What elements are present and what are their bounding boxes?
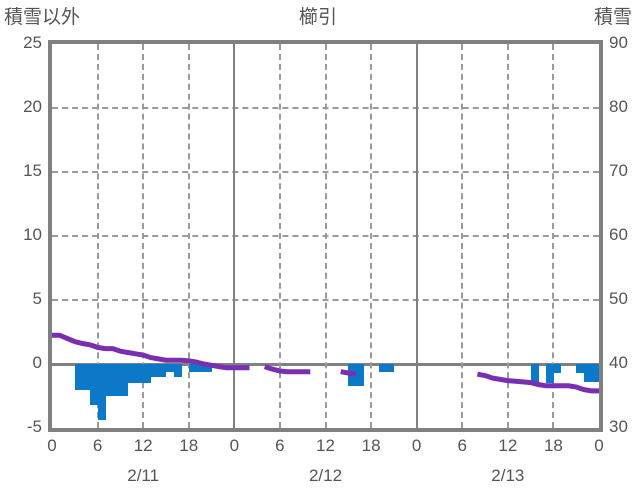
right-axis-tick-label: 90 [609,33,628,52]
bar [355,364,364,386]
bar [89,364,98,405]
bar [82,364,91,390]
x-axis-tick-label: 12 [498,436,518,455]
bar [112,364,121,396]
right-axis-tick-label: 70 [609,161,628,180]
right-axis-tick-label: 50 [609,289,628,308]
left-axis-tick-label: 20 [23,97,42,116]
vertical-gridline [324,44,327,428]
right-axis-tick-label: 40 [609,353,628,372]
vertical-gridline [96,44,99,428]
bar [591,364,599,382]
x-axis-tick-label: 0 [411,436,422,455]
left-axis-tick-label: 25 [23,33,42,52]
snow-depth-line-segment [476,371,599,394]
right-axis-tick-label: 60 [609,225,628,244]
bar [143,364,152,384]
x-axis-tick-label: 6 [275,436,285,455]
vertical-gridline [461,44,464,428]
x-axis-tick-label: 18 [543,436,563,455]
right-axis-unit-label: 積雪 [593,7,632,28]
vertical-gridline [506,44,509,428]
bar [203,364,212,372]
bar [158,364,167,377]
x-axis-tick-label: 18 [179,436,199,455]
bar [378,364,387,372]
plot-inner [52,44,599,428]
vertical-gridline [552,44,555,428]
x-axis-tick-label: 12 [133,436,153,455]
bar [583,364,592,382]
x-axis-tick-label: 0 [229,436,240,455]
line-series-snowdepth [52,332,599,394]
x-axis-day-label: 2/11 [127,466,160,485]
x-axis-day-label: 2/13 [491,466,525,485]
x-axis-day-label: 2/12 [308,466,343,485]
right-axis-tick-label: 30 [609,417,628,436]
snow-depth-line-segment [52,332,250,371]
snow-depth-line-segment [263,364,311,375]
vertical-gridline [187,44,190,428]
left-axis-unit-label: 積雪以外 [4,7,81,28]
right-axis-tick-label: 80 [609,97,628,116]
bar [105,364,114,396]
left-axis-tick-label: 10 [23,225,42,244]
bar [173,364,182,377]
bar [553,364,562,373]
left-axis-tick-label: 0 [32,353,42,372]
bar [530,364,539,384]
vertical-gridline [142,44,145,428]
bar [120,364,129,396]
plot-area [48,40,603,432]
bar [576,364,585,373]
x-axis-tick-label: 12 [316,436,335,455]
bar [545,364,554,384]
bar [165,364,174,372]
bar [135,364,144,384]
bar [127,364,136,384]
x-axis-tick-label: 0 [594,436,604,455]
bar [97,364,106,421]
x-axis-tick-label: 18 [361,436,381,455]
bar [188,364,197,372]
left-axis-tick-label: 5 [32,289,42,308]
day-boundary-gridline [233,44,236,428]
bar [150,364,159,377]
bar [386,364,395,372]
day-boundary-gridline [415,44,418,428]
bar [74,364,83,390]
x-axis-tick-label: 0 [47,436,57,455]
snow-depth-line-segment [340,369,357,377]
chart-title: 櫛引 [298,7,337,28]
x-axis-tick-label: 6 [92,436,103,455]
vertical-gridline [370,44,373,428]
left-axis-tick-label: 15 [23,161,42,180]
bar [196,364,205,372]
vertical-gridline [278,44,281,428]
x-axis-tick-label: 6 [457,436,467,455]
left-axis-tick-label: -5 [26,417,42,436]
